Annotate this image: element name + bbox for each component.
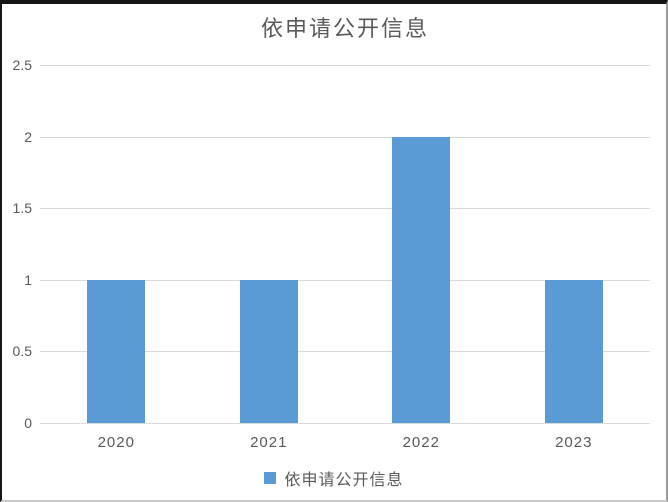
- y-axis-tick-label: 1: [24, 271, 32, 288]
- x-axis-tick-label: 2021: [250, 434, 288, 451]
- x-axis-tick-label: 2020: [97, 434, 135, 451]
- chart-title: 依申请公开信息: [260, 16, 429, 41]
- gridline-y-2: [40, 136, 650, 138]
- x-axis-tick-label: 2023: [555, 434, 593, 451]
- gridline-y-1: [40, 279, 650, 281]
- gridline-y-1.5: [40, 208, 650, 210]
- y-axis-tick-label: 1.5: [12, 200, 32, 217]
- plot-area: 0 0.5 1 1.5 2 2.5 2020 2021 2022 2023: [13, 57, 650, 451]
- bar-2023: [544, 279, 603, 423]
- y-axis-tick-label: 2: [24, 128, 32, 145]
- legend-label: 依申请公开信息: [284, 472, 404, 489]
- gridline-y-2.5: [40, 65, 650, 66]
- y-axis-tick-label: 0: [24, 415, 32, 431]
- x-axis-tick-label: 2022: [402, 434, 440, 451]
- y-axis-tick-label: 0.5: [12, 343, 32, 360]
- gridline-y-0: [40, 423, 650, 424]
- bar-2020: [87, 279, 146, 423]
- bar-2021: [239, 279, 298, 423]
- bar-2022: [392, 136, 451, 423]
- gridline-y-0.5: [40, 351, 650, 353]
- y-axis-tick-label: 2.5: [12, 57, 32, 73]
- legend-swatch-icon: [264, 472, 277, 484]
- legend: 依申请公开信息: [2, 466, 666, 490]
